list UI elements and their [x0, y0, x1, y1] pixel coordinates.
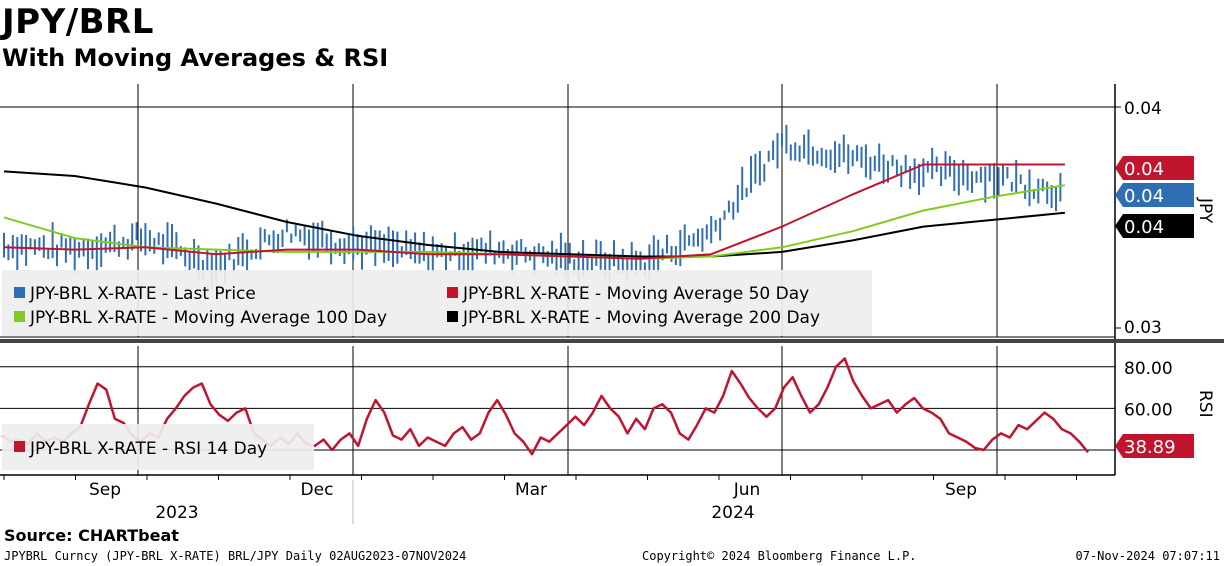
y-axis-title: JPY	[1195, 197, 1215, 224]
legend-box	[2, 424, 314, 470]
axes: 0.04 0.03 80.00 60.00 JPY RSI Sep Dec Mar Jun Sep 2…	[3, 99, 1215, 524]
grid	[0, 84, 1224, 476]
y-tick-label: 60.00	[1124, 400, 1173, 420]
legend-label: JPY-BRL X-RATE - Moving Average 100 Day	[29, 308, 387, 328]
value-tag	[1115, 156, 1194, 180]
ticker-info: JPYBRL Curncy (JPY-BRL X-RATE) BRL/JPY D…	[4, 549, 467, 563]
value-tag	[1115, 214, 1194, 238]
rsi-legend: JPY-BRL X-RATE - RSI 14 Day	[2, 424, 314, 470]
copyright: Copyright© 2024 Bloomberg Finance L.P.	[642, 549, 917, 563]
value-tag-label: 0.04	[1124, 186, 1164, 207]
rsi-line	[1, 357, 1089, 456]
x-tick-label: Sep	[89, 480, 121, 500]
ma200-line	[3, 170, 1065, 258]
rsi-panel	[1, 357, 1089, 456]
price-legend: JPY-BRL X-RATE - Last Price JPY-BRL X-RAT…	[2, 270, 872, 336]
legend-swatch	[14, 311, 25, 322]
x-tick-label: Mar	[515, 480, 547, 500]
legend-label: JPY-BRL X-RATE - Moving Average 50 Day	[462, 284, 809, 304]
y-tick-label: 0.03	[1124, 318, 1162, 338]
legend-swatch	[14, 441, 25, 452]
chart-subtitle: With Moving Averages & RSI	[2, 44, 389, 72]
value-tag-label: 0.04	[1124, 159, 1164, 180]
value-tag	[1115, 434, 1194, 458]
value-tag-label: 0.04	[1124, 217, 1164, 238]
source-note: Source: CHARTbeat	[4, 526, 179, 545]
value-tag-label: 38.89	[1124, 437, 1176, 458]
y-tick-label: 0.04	[1124, 99, 1162, 119]
x-tick-label: Jun	[733, 480, 761, 500]
legend-label: JPY-BRL X-RATE - Last Price	[29, 284, 256, 304]
price-panel	[3, 124, 1066, 290]
ma50-line	[3, 163, 1065, 260]
x-tick-label: Sep	[945, 480, 977, 500]
x-year-label: 2023	[155, 503, 198, 523]
y-tick-label: 80.00	[1124, 359, 1173, 379]
y-axis-title: RSI	[1195, 390, 1215, 418]
legend-swatch	[447, 311, 458, 322]
legend-label: JPY-BRL X-RATE - RSI 14 Day	[29, 439, 267, 459]
last-value-tags: 0.04 0.04 0.04 38.89	[1115, 156, 1194, 458]
value-tag	[1115, 183, 1194, 207]
timestamp: 07-Nov-2024 07:07:11	[1075, 549, 1221, 563]
legend-swatch	[14, 287, 25, 298]
legend-swatch	[447, 287, 458, 298]
chart-title: JPY/BRL	[2, 2, 154, 42]
legend-box	[2, 270, 872, 336]
last-price-bars	[3, 124, 1062, 290]
x-year-label: 2024	[711, 503, 754, 523]
legend-label: JPY-BRL X-RATE - Moving Average 200 Day	[462, 308, 820, 328]
x-tick-label: Dec	[301, 480, 334, 500]
